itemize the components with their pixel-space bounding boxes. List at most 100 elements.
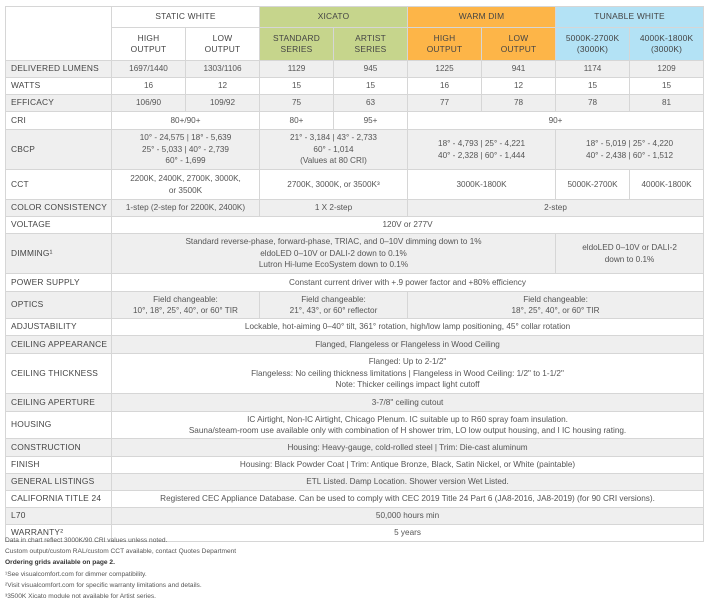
value-cell: 1225 xyxy=(407,60,483,78)
value-cell: 77 xyxy=(407,94,483,112)
value-cell: 50,000 hours min xyxy=(110,507,705,525)
sub-header-line: SERIES xyxy=(354,44,387,54)
value-line: Note: Thicker ceilings impact light cuto… xyxy=(335,380,480,390)
value-line: 5000K-2700K xyxy=(567,179,618,189)
value-line: 80+ xyxy=(289,115,304,125)
value-cell: 15 xyxy=(332,77,409,95)
value-line: 3000K-1800K xyxy=(456,179,507,189)
value-cell: Field changeable: 18°, 25°, 40°, or 60° T… xyxy=(407,291,705,319)
value-line: Housing: Heavy-gauge, cold-rolled steel … xyxy=(287,442,528,452)
sub-header-row: HIGH OUTPUT LOW OUTPUT STANDARD SERIES ARTIST S… xyxy=(6,27,705,61)
value-line: Field changeable: xyxy=(153,294,218,304)
value-cell: 78 xyxy=(481,94,557,112)
row-label: CBCP xyxy=(5,129,112,170)
value-line: 120V or 277V xyxy=(382,220,433,230)
value-line: 60° - 1,699 xyxy=(165,156,206,166)
value-line: 25° - 5,033 | 40° - 2,739 xyxy=(142,144,229,154)
value-line: 15 xyxy=(365,81,376,91)
sub-header-cell: LOW OUTPUT xyxy=(481,27,557,61)
footnote: Ordering grids available on page 2. xyxy=(5,559,115,567)
sub-header-cell: 4000K-1800K (3000K) xyxy=(629,27,705,61)
table-row: CCT 2200K, 2400K, 2700K, 3000K, or 3500K 27… xyxy=(5,169,705,200)
row-label: CCT xyxy=(5,169,112,200)
value-cell: Standard reverse-phase, forward-phase, T… xyxy=(110,233,557,274)
sub-header-line: LOW xyxy=(212,32,233,43)
value-line: 4000K-1800K xyxy=(641,179,692,189)
value-cell: 2-step xyxy=(407,199,705,217)
value-line: or 3500K xyxy=(168,185,203,195)
value-cell: 945 xyxy=(332,60,409,78)
row-label: POWER SUPPLY xyxy=(5,273,112,292)
value-cell: 10° - 24,575 | 18° - 5,639 25° - 5,033 | … xyxy=(111,129,260,170)
value-line: 10°, 18°, 25°, 40°, or 60° TIR xyxy=(133,306,238,315)
row-label: ADJUSTABILITY xyxy=(5,318,112,336)
table-row: WARRANTY² 5 years xyxy=(5,524,705,542)
table-row: L70 50,000 hours min xyxy=(5,507,705,525)
value-cell: 15 xyxy=(555,77,631,95)
table-row: OPTICS Field changeable: 10°, 18°, 25°, 40… xyxy=(5,291,705,319)
group-static-white: STATIC WHITE xyxy=(111,6,260,28)
row-label: CEILING THICKNESS xyxy=(5,353,112,394)
value-line: Field changeable: xyxy=(523,294,588,304)
value-line: 60° - 1,014 xyxy=(313,144,354,154)
value-line: 106/90 xyxy=(135,98,162,108)
value-cell: Lockable, hot-aiming 0–40° tilt, 361° ro… xyxy=(110,318,705,336)
value-line: Flanged: Up to 2-1/2" xyxy=(368,357,447,367)
value-line: 1225 xyxy=(435,64,454,74)
value-cell: Field changeable: 21°, 43°, or 60° reflec… xyxy=(258,291,409,319)
value-line: 78 xyxy=(587,98,598,108)
value-line: 63 xyxy=(365,98,376,108)
value-line: 90+ xyxy=(548,115,563,125)
value-cell: Constant current driver with +.9 power f… xyxy=(110,273,705,292)
value-cell: 1174 xyxy=(555,60,631,78)
sub-header-line: 4000K-1800K xyxy=(639,32,694,43)
row-label: WATTS xyxy=(5,77,112,95)
value-cell: 63 xyxy=(332,94,409,112)
value-cell: 78 xyxy=(555,94,631,112)
sub-header-line: OUTPUT xyxy=(130,44,167,54)
value-line: 5 years xyxy=(394,528,421,538)
row-label: FINISH xyxy=(5,456,112,474)
value-cell: 120V or 277V xyxy=(110,216,705,234)
table-row: CRI 80+/90+ 80+ 95+ 90+ xyxy=(5,111,705,130)
value-cell: 15 xyxy=(259,77,334,95)
value-line: 40° - 2,438 | 60° - 1,512 xyxy=(586,150,674,160)
value-line: 81 xyxy=(661,98,672,108)
table-row: CEILING APPEARANCE Flanged, Flangeless or… xyxy=(5,335,705,354)
group-warm-dim: WARM DIM xyxy=(407,6,557,28)
value-cell: 1697/1440 xyxy=(111,60,186,78)
sub-header-line: (3000K) xyxy=(650,44,683,54)
value-line: IC Airtight, Non-IC Airtight, Chicago Pl… xyxy=(247,414,568,424)
group-tunable-white: TUNABLE WHITE xyxy=(555,6,705,28)
sub-header-line: STANDARD xyxy=(272,32,321,43)
spec-rows: DELIVERED LUMENS 1697/1440 1303/1106 1129 94… xyxy=(5,60,705,542)
value-line: Field changeable: xyxy=(301,294,366,304)
value-line: 95+ xyxy=(363,115,378,125)
value-line: 78 xyxy=(513,98,524,108)
value-cell: 75 xyxy=(259,94,334,112)
value-line: 945 xyxy=(363,64,378,74)
table-row: POWER SUPPLY Constant current driver with… xyxy=(5,273,705,292)
value-cell: IC Airtight, Non-IC Airtight, Chicago Pl… xyxy=(110,411,705,439)
table-row: FINISH Housing: Black Powder Coat | Trim:… xyxy=(5,456,705,474)
group-xicato: XICATO xyxy=(258,6,409,28)
row-label: EFFICACY xyxy=(5,94,112,112)
table-row: ADJUSTABILITY Lockable, hot-aiming 0–40° … xyxy=(5,318,705,336)
table-row: DELIVERED LUMENS 1697/1440 1303/1106 1129 94… xyxy=(5,60,705,78)
value-line: 50,000 hours min xyxy=(375,511,440,521)
value-cell: Housing: Black Powder Coat | Trim: Antiq… xyxy=(110,456,705,474)
sub-header-line: HIGH xyxy=(433,32,456,43)
table-row: CALIFORNIA TITLE 24 Registered CEC Applia… xyxy=(5,490,705,508)
value-cell: Housing: Heavy-gauge, cold-rolled steel … xyxy=(110,438,705,457)
footnote: ³3500K Xicato module not available for A… xyxy=(5,593,157,601)
value-line: eldoLED 0–10V or DALI-2 xyxy=(582,243,677,252)
table-row: HOUSING IC Airtight, Non-IC Airtight, Chi… xyxy=(5,411,705,439)
value-line: Flangeless: No ceiling thickness limitat… xyxy=(251,368,564,378)
sub-header-line: ARTIST xyxy=(355,32,386,43)
value-cell: 2200K, 2400K, 2700K, 3000K, or 3500K xyxy=(111,169,260,200)
value-line: 18° - 5,019 | 25° - 4,220 xyxy=(586,139,674,148)
value-cell: 81 xyxy=(629,94,705,112)
sub-header-line: HIGH xyxy=(137,32,160,43)
table-row: CONSTRUCTION Housing: Heavy-gauge, cold-r… xyxy=(5,438,705,457)
value-cell: 5 years xyxy=(110,524,705,542)
